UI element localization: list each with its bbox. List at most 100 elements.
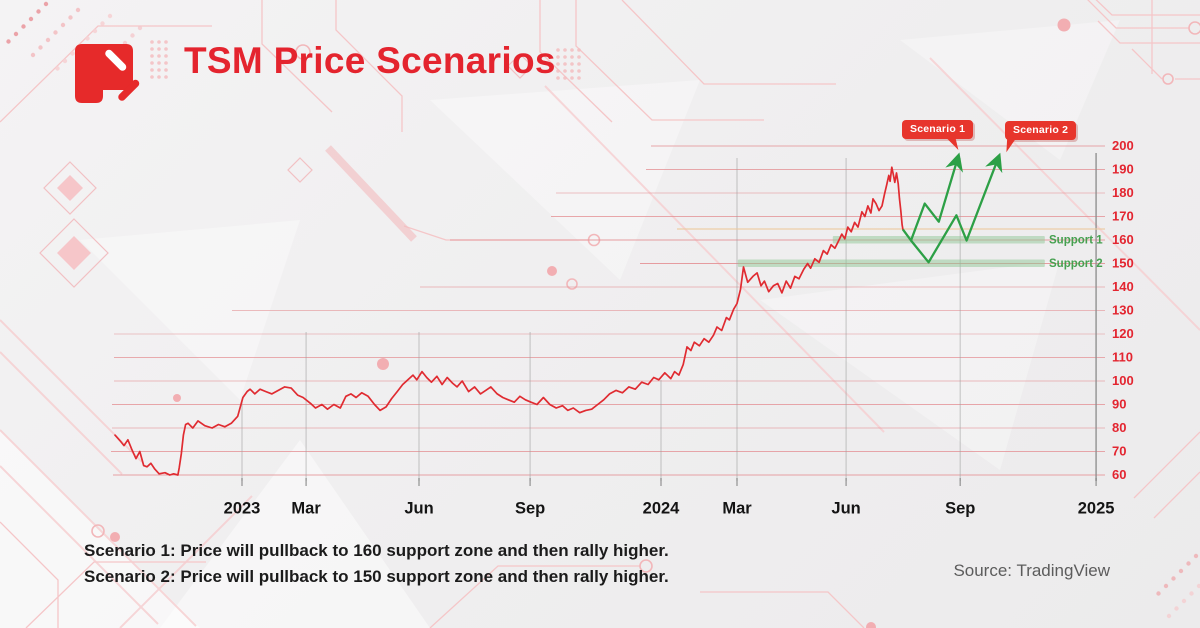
decor-dot bbox=[85, 36, 90, 41]
brand-logo-icon bbox=[75, 44, 140, 103]
decor-dot bbox=[563, 76, 567, 80]
y-axis-label: 180 bbox=[1112, 185, 1134, 200]
x-axis-label: Jun bbox=[831, 499, 860, 517]
decor-dot bbox=[150, 61, 154, 65]
decor-dot bbox=[1163, 583, 1169, 589]
x-axis-label: Mar bbox=[722, 499, 752, 517]
y-axis-label: 110 bbox=[1112, 349, 1133, 364]
decor-dot bbox=[556, 48, 560, 52]
x-axis-label: Sep bbox=[945, 499, 975, 517]
decor-dot bbox=[6, 39, 11, 44]
y-axis-label: 70 bbox=[1112, 443, 1126, 458]
decor-dot bbox=[157, 75, 161, 79]
chart-gridlines bbox=[111, 145, 1105, 486]
decor-dot bbox=[1186, 561, 1191, 566]
decor-dot bbox=[130, 33, 135, 38]
support-zone-label: Support 2 bbox=[1049, 258, 1103, 270]
decor-dot bbox=[556, 55, 560, 59]
decor-dot bbox=[164, 47, 168, 51]
decor-dot bbox=[28, 16, 34, 22]
decor-dot bbox=[157, 61, 161, 65]
decor-dot bbox=[563, 69, 567, 73]
y-axis-label: 120 bbox=[1112, 326, 1134, 341]
decor-dot bbox=[150, 68, 154, 72]
decor-dot bbox=[1174, 606, 1179, 611]
support-zones bbox=[737, 236, 1045, 267]
y-axis-label: 200 bbox=[1112, 138, 1134, 153]
decor-dot bbox=[577, 69, 581, 73]
decor-dot bbox=[55, 66, 60, 71]
decor-dot bbox=[1181, 598, 1187, 604]
x-axis-label: 2024 bbox=[643, 499, 681, 517]
x-axis-label: 2025 bbox=[1078, 499, 1115, 517]
y-axis-label: 90 bbox=[1112, 396, 1126, 411]
decor-dot bbox=[570, 55, 574, 59]
price-series bbox=[114, 166, 904, 476]
decor-dot bbox=[30, 52, 36, 58]
diamond-decor bbox=[57, 175, 91, 270]
y-axis-label: 100 bbox=[1112, 373, 1134, 388]
decor-dot bbox=[157, 40, 161, 44]
scenario-1-badge: Scenario 1 bbox=[902, 120, 974, 139]
decor-dot bbox=[556, 62, 560, 66]
decor-dot bbox=[570, 48, 574, 52]
decor-dot bbox=[13, 31, 19, 37]
decor-dot bbox=[570, 69, 574, 73]
x-axis-label: Jun bbox=[404, 499, 433, 517]
decor-dot bbox=[150, 40, 154, 44]
decor-dot bbox=[563, 48, 567, 52]
decor-dot bbox=[150, 54, 154, 58]
y-axis-label: 190 bbox=[1112, 161, 1134, 176]
decor-dot bbox=[164, 61, 168, 65]
decor-dot bbox=[556, 69, 560, 73]
page-title: TSM Price Scenarios bbox=[184, 40, 556, 81]
decor-dot bbox=[157, 47, 161, 51]
y-axis-label: 60 bbox=[1112, 467, 1126, 482]
scenario-2-path bbox=[910, 152, 1003, 264]
circuit-node-dots bbox=[110, 18, 1071, 628]
decor-dot bbox=[1156, 591, 1161, 596]
decor-dot bbox=[45, 37, 51, 43]
decor-dot bbox=[21, 24, 26, 29]
decor-dot bbox=[1189, 591, 1194, 596]
decor-dot bbox=[60, 22, 66, 28]
decor-dot bbox=[157, 68, 161, 72]
decor-dot bbox=[62, 58, 68, 64]
scenario-1-note: Scenario 1: Price will pullback to 160 s… bbox=[84, 541, 669, 560]
y-axis-label: 140 bbox=[1112, 279, 1134, 294]
decor-dot bbox=[164, 75, 168, 79]
decor-dot bbox=[577, 48, 581, 52]
decor-dot bbox=[92, 28, 98, 34]
decor-dot bbox=[100, 21, 105, 26]
x-axis-label: Sep bbox=[515, 499, 545, 517]
scenario-notes: Scenario 1: Price will pullback to 160 s… bbox=[84, 538, 669, 590]
support-zone-label: Support 1 bbox=[1049, 235, 1103, 247]
scenario-2-badge: Scenario 2 bbox=[1005, 121, 1077, 140]
decor-dot bbox=[563, 62, 567, 66]
decor-dot bbox=[1178, 568, 1184, 574]
price-line bbox=[114, 166, 904, 476]
decor-dot bbox=[556, 76, 560, 80]
decor-dot bbox=[577, 55, 581, 59]
y-axis-label: 150 bbox=[1112, 255, 1134, 270]
support-zone-band-2 bbox=[737, 259, 1045, 267]
decor-dot bbox=[164, 54, 168, 58]
decor-dot bbox=[577, 62, 581, 66]
decor-dot bbox=[164, 40, 168, 44]
decor-dot bbox=[577, 76, 581, 80]
source-attribution: Source: TradingView bbox=[953, 561, 1110, 580]
decor-dot bbox=[53, 30, 58, 35]
decor-dot bbox=[68, 15, 73, 20]
decor-dot bbox=[43, 1, 49, 7]
y-axis-label: 160 bbox=[1112, 232, 1134, 247]
decor-dot bbox=[164, 68, 168, 72]
decor-dot bbox=[570, 62, 574, 66]
decor-dot bbox=[157, 54, 161, 58]
circuit-node-rings bbox=[91, 21, 1200, 573]
decor-dot bbox=[150, 47, 154, 51]
scenario-2-note: Scenario 2: Price will pullback to 150 s… bbox=[84, 567, 669, 586]
decor-dot bbox=[570, 76, 574, 80]
